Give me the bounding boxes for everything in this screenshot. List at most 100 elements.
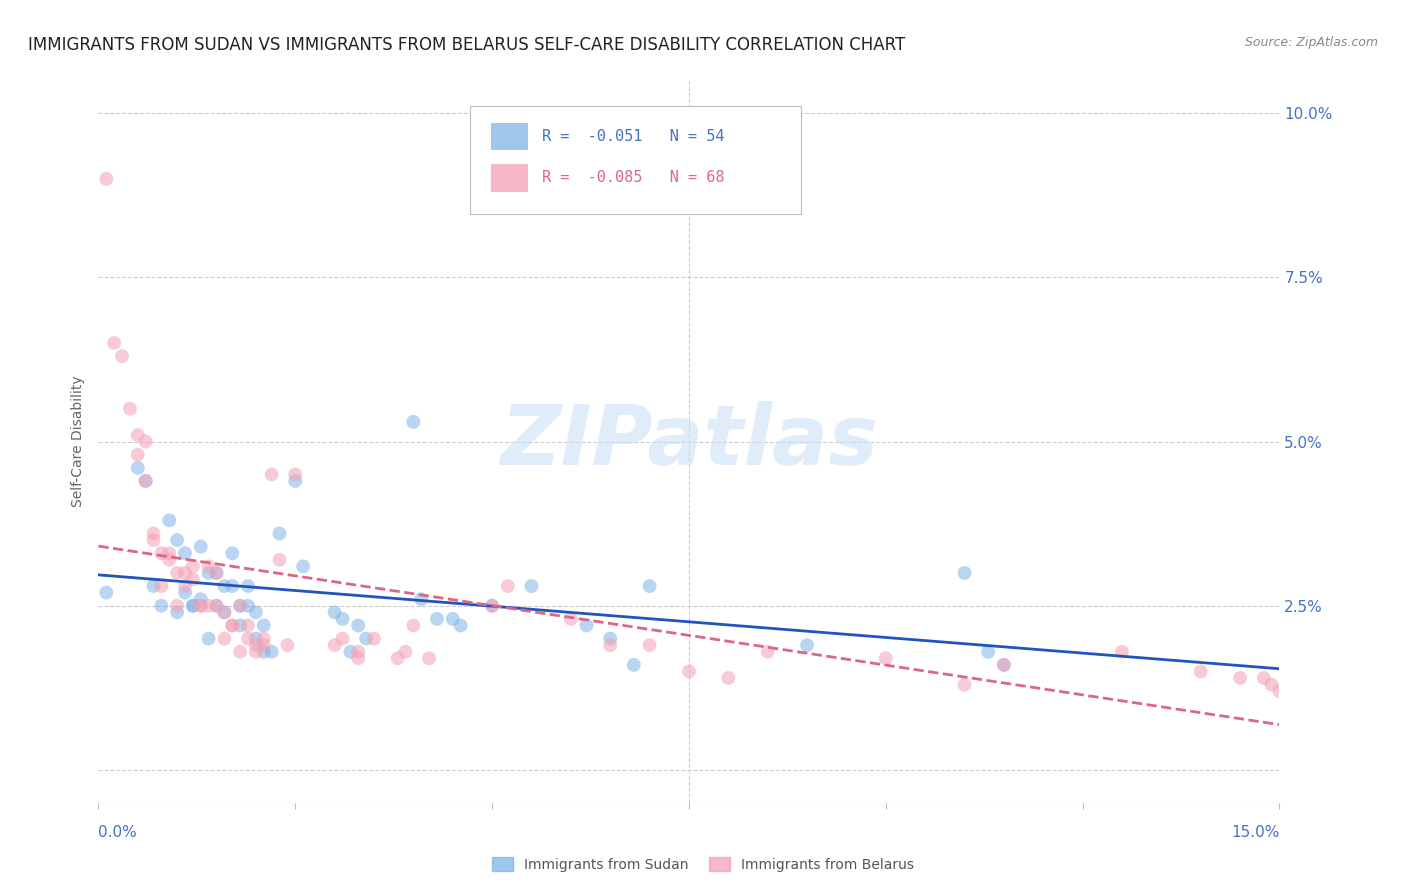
Point	[205, 566, 228, 580]
Point	[481, 599, 503, 613]
FancyBboxPatch shape	[491, 123, 529, 151]
FancyBboxPatch shape	[491, 164, 529, 192]
Point	[205, 599, 228, 613]
Point	[214, 579, 236, 593]
Point	[190, 599, 212, 613]
Point	[111, 349, 134, 363]
Point	[623, 657, 645, 672]
Point	[135, 474, 157, 488]
Point	[599, 638, 621, 652]
Point	[332, 632, 354, 646]
Point	[174, 566, 197, 580]
Point	[1253, 671, 1275, 685]
Point	[142, 579, 165, 593]
Y-axis label: Self-Care Disability: Self-Care Disability	[72, 376, 86, 508]
Point	[1111, 645, 1133, 659]
Point	[190, 599, 212, 613]
Point	[103, 336, 125, 351]
Point	[575, 618, 598, 632]
Text: Source: ZipAtlas.com: Source: ZipAtlas.com	[1244, 36, 1378, 49]
Point	[150, 546, 173, 560]
Point	[977, 645, 1000, 659]
Point	[221, 546, 243, 560]
Point	[166, 599, 188, 613]
Point	[174, 585, 197, 599]
Point	[142, 533, 165, 547]
Point	[157, 553, 180, 567]
Point	[127, 460, 149, 475]
Point	[253, 638, 276, 652]
Text: IMMIGRANTS FROM SUDAN VS IMMIGRANTS FROM BELARUS SELF-CARE DISABILITY CORRELATIO: IMMIGRANTS FROM SUDAN VS IMMIGRANTS FROM…	[28, 36, 905, 54]
Point	[276, 638, 298, 652]
Point	[221, 579, 243, 593]
Point	[135, 434, 157, 449]
Point	[292, 559, 315, 574]
Point	[450, 618, 472, 632]
Point	[236, 579, 259, 593]
Point	[347, 651, 370, 665]
Point	[166, 605, 188, 619]
Point	[181, 599, 204, 613]
Point	[1189, 665, 1212, 679]
Point	[236, 618, 259, 632]
Point	[174, 579, 197, 593]
Point	[214, 632, 236, 646]
Point	[269, 553, 291, 567]
Point	[560, 612, 582, 626]
Point	[426, 612, 449, 626]
Point	[166, 566, 188, 580]
Point	[150, 579, 173, 593]
Point	[411, 592, 433, 607]
Point	[260, 467, 283, 482]
Point	[354, 632, 377, 646]
Point	[197, 632, 219, 646]
Point	[190, 592, 212, 607]
Point	[339, 645, 361, 659]
Point	[993, 657, 1015, 672]
Point	[394, 645, 416, 659]
Point	[157, 513, 180, 527]
Point	[214, 605, 236, 619]
Point	[197, 599, 219, 613]
Point	[481, 599, 503, 613]
Point	[157, 546, 180, 560]
Point	[197, 566, 219, 580]
Point	[245, 632, 267, 646]
Point	[96, 171, 118, 186]
Point	[796, 638, 818, 652]
Point	[953, 677, 976, 691]
Point	[756, 645, 779, 659]
Point	[284, 467, 307, 482]
Point	[678, 665, 700, 679]
Point	[260, 645, 283, 659]
Text: 0.0%: 0.0%	[98, 825, 138, 840]
Point	[402, 415, 425, 429]
Point	[127, 428, 149, 442]
Legend: Immigrants from Sudan, Immigrants from Belarus: Immigrants from Sudan, Immigrants from B…	[488, 853, 918, 876]
Point	[181, 573, 204, 587]
Point	[441, 612, 464, 626]
Point	[323, 638, 346, 652]
Point	[229, 645, 252, 659]
FancyBboxPatch shape	[471, 105, 801, 214]
Point	[221, 618, 243, 632]
Point	[96, 585, 118, 599]
Point	[253, 618, 276, 632]
Point	[387, 651, 409, 665]
Point	[363, 632, 385, 646]
Point	[236, 599, 259, 613]
Point	[402, 618, 425, 632]
Point	[253, 632, 276, 646]
Point	[181, 559, 204, 574]
Point	[284, 474, 307, 488]
Point	[236, 632, 259, 646]
Text: R =  -0.051   N = 54: R = -0.051 N = 54	[543, 129, 725, 145]
Point	[638, 638, 661, 652]
Point	[205, 599, 228, 613]
Point	[135, 474, 157, 488]
Point	[197, 559, 219, 574]
Point	[245, 645, 267, 659]
Point	[229, 618, 252, 632]
Point	[214, 605, 236, 619]
Point	[150, 599, 173, 613]
